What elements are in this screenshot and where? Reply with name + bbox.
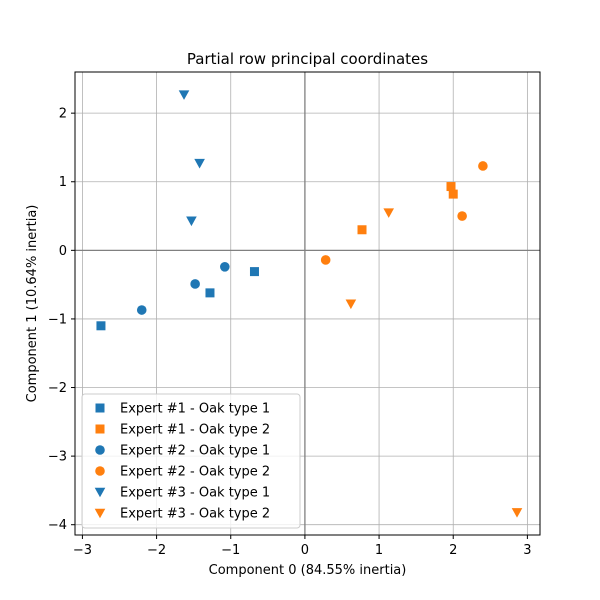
y-tick-label: 2 <box>59 107 67 122</box>
data-point <box>96 321 106 331</box>
legend-label: Expert #1 - Oak type 1 <box>120 402 270 417</box>
data-point <box>194 158 205 169</box>
x-tick-label: 1 <box>375 543 383 558</box>
y-tick-label: 1 <box>59 175 67 190</box>
zero-lines <box>75 72 540 535</box>
data-point <box>178 90 190 100</box>
data-point <box>249 267 259 277</box>
legend-label: Expert #1 - Oak type 2 <box>120 423 270 438</box>
axes-frame <box>74 71 541 536</box>
chart-title: Partial row principal coordinates <box>187 50 428 68</box>
data-point <box>186 216 197 227</box>
data-point <box>220 262 230 272</box>
data-point <box>457 211 467 221</box>
x-tick-label: −1 <box>221 543 240 558</box>
legend-label: Expert #2 - Oak type 1 <box>120 444 270 459</box>
data-point <box>478 161 488 171</box>
x-tick-label: −3 <box>73 543 92 558</box>
y-tick-label: 0 <box>59 244 67 259</box>
legend-marker <box>95 403 105 413</box>
y-tick-label: −1 <box>48 312 67 327</box>
x-tick-label: −2 <box>147 543 166 558</box>
x-tick-label: 3 <box>523 543 531 558</box>
data-point <box>383 208 395 218</box>
y-tick-label: −4 <box>48 518 67 533</box>
data-points <box>96 90 523 518</box>
legend: Expert #1 - Oak type 1 Expert #1 - Oak ty… <box>81 393 301 529</box>
y-tick-label: −3 <box>48 450 67 465</box>
x-axis-label: Component 0 (84.55% inertia) <box>209 563 407 578</box>
legend-marker <box>95 424 105 434</box>
data-point <box>357 225 367 235</box>
legend-marker <box>94 508 106 519</box>
data-point <box>320 255 331 265</box>
legend-label: Expert #2 - Oak type 2 <box>120 465 270 480</box>
x-tick-label: 0 <box>301 543 309 558</box>
legend-label: Expert #3 - Oak type 1 <box>120 486 270 501</box>
legend-label: Expert #3 - Oak type 2 <box>120 507 270 522</box>
y-tick-label: −2 <box>48 381 67 396</box>
legend-marker <box>95 466 105 476</box>
data-point <box>446 182 456 192</box>
data-point <box>511 508 523 518</box>
legend-box <box>81 393 301 529</box>
legend-marker <box>94 487 106 498</box>
y-axis-label: Component 1 (10.64% inertia) <box>25 205 40 403</box>
x-tick-label: 2 <box>449 543 457 558</box>
legend-marker <box>95 445 105 455</box>
data-point <box>190 279 200 289</box>
data-point <box>448 189 458 199</box>
data-point <box>345 299 357 310</box>
data-point <box>136 305 147 315</box>
axis-ticks: −3 −2 −1 0 1 2 3 −4 −3 −2 −1 0 1 2 <box>48 107 532 558</box>
data-point <box>205 288 215 298</box>
